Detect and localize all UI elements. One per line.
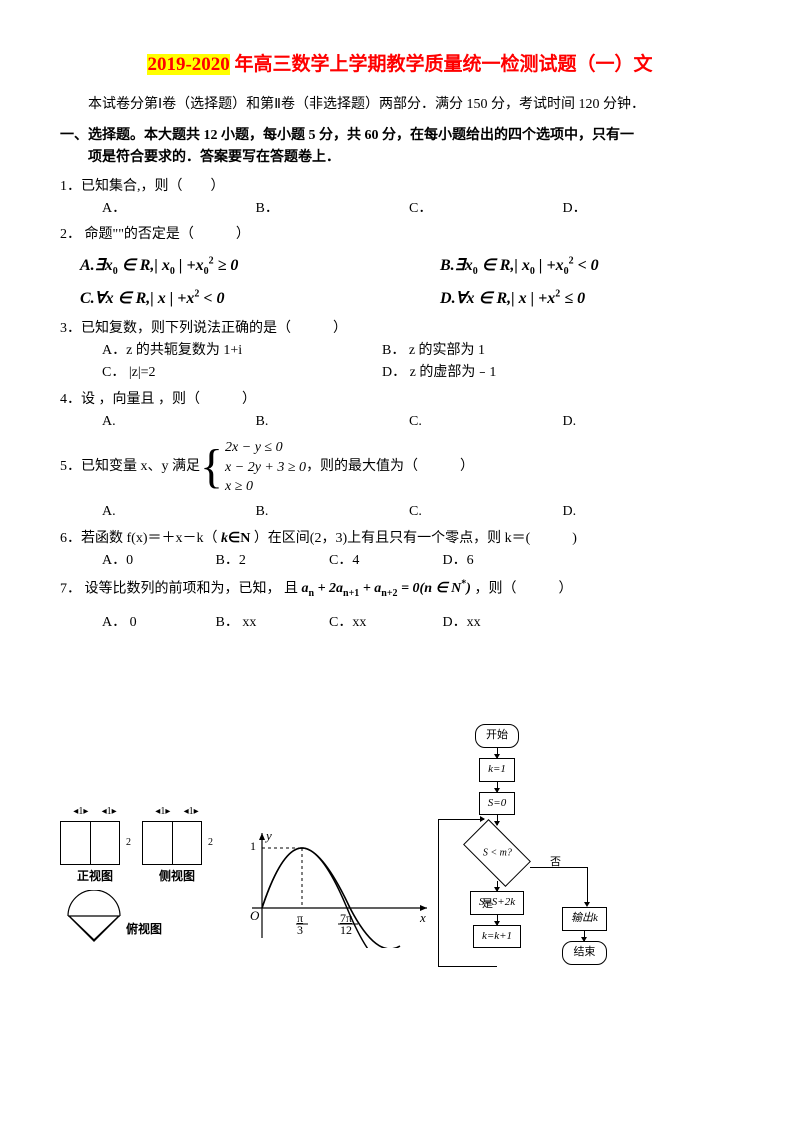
q7-opt-b: B． xx (216, 612, 326, 634)
flowchart: 开始 k=1 S=0 S < m? 是 S=S+2k k=k+1 否 输出k 结… (452, 724, 622, 948)
side-view: ◂1▸◂1▸ 2 侧视图 (142, 804, 212, 886)
question-6: 6．若函数 f(x)＝＋x－k（ k∈N ）在区间(2，3)上有且只有一个零点，… (60, 528, 740, 573)
svg-text:O: O (250, 908, 260, 923)
q4-opt-c: C. (409, 411, 559, 433)
q3-opt-b: B． z 的实部为 1 (382, 340, 582, 362)
q1-opt-b: B． (256, 198, 406, 220)
flow-end: 结束 (562, 941, 607, 965)
q1-opt-a: A． (102, 198, 252, 220)
side-label: 侧视图 (142, 867, 212, 886)
q7-math: an + 2an+1 + an+2 = 0(n ∈ N*) (302, 581, 471, 596)
q3-opt-c: C． |z|=2 (102, 362, 382, 384)
sine-graph: 1 y x O π 3 7π 12 (232, 828, 432, 948)
q6-opt-a: A．0 (102, 550, 212, 572)
q3-opt-d: D． z 的虚部为﹣1 (382, 362, 582, 384)
q7-options: A． 0 B． xx C．xx D．xx (60, 612, 740, 634)
q6-stem: 6．若函数 f(x)＝＋x－k（ k∈N ）在区间(2，3)上有且只有一个零点，… (60, 528, 740, 550)
q4-options: A. B. C. D. (60, 411, 740, 433)
q2-opt-d: D.∀x ∈ R,| x | +x2 ≤ 0 (440, 286, 740, 312)
flow-k1: k=1 (479, 758, 515, 782)
q2-opt-c: C.∀x ∈ R,| x | +x2 < 0 (80, 286, 380, 312)
q4-opt-d: D. (563, 411, 713, 433)
q1-stem: 1．已知集合,，则（ ） (60, 176, 740, 198)
flow-s2k: S=S+2k (470, 891, 524, 915)
dim-2: 2 (126, 835, 131, 851)
q4-opt-a: A. (102, 411, 252, 433)
figure-row: ◂1▸◂1▸ 2 正视图 ◂1▸◂1▸ 2 侧视图 俯视图 (60, 724, 740, 948)
section-1-line1: 一、选择题。本大题共 12 小题，每小题 5 分，共 60 分，在每小题给出的四… (60, 128, 634, 143)
q7-opt-c: C．xx (329, 612, 439, 634)
q2-opt-a: A.∃x0 ∈ R,| x0 | +x02 ≥ 0 (80, 253, 380, 280)
q4-opt-b: B. (256, 411, 406, 433)
svg-text:y: y (264, 828, 272, 843)
q1-options: A． B． C． D． (60, 198, 740, 220)
front-view: ◂1▸◂1▸ 2 正视图 (60, 804, 130, 886)
q4-stem: 4．设 ，向量且 ，则（ ） (60, 389, 740, 411)
top-label: 俯视图 (126, 920, 162, 939)
q2-row2: C.∀x ∈ R,| x | +x2 < 0 D.∀x ∈ R,| x | +x… (80, 286, 740, 312)
q1-opt-c: C． (409, 198, 559, 220)
q5-opt-c: C. (409, 501, 559, 523)
flow-cond: S < m? (463, 819, 531, 887)
title-highlight: 2019-2020 (147, 54, 229, 75)
svg-text:3: 3 (297, 923, 303, 937)
q2-stem: 2． 命题""的否定是（ ） (60, 224, 740, 246)
q5-line2: x − 2y + 3 ≥ 0 (225, 458, 306, 478)
section-1-header: 一、选择题。本大题共 12 小题，每小题 5 分，共 60 分，在每小题给出的四… (60, 125, 740, 170)
flow-no: 否 (550, 854, 561, 872)
q5-line3: x ≥ 0 (225, 477, 306, 497)
q6-opt-d: D．6 (443, 550, 553, 572)
svg-text:x: x (419, 910, 426, 925)
q5-opt-a: A. (102, 501, 252, 523)
q6-options: A．0 B．2 C．4 D．6 (60, 550, 740, 572)
svg-text:1: 1 (250, 839, 256, 853)
flow-yes: 是 (482, 896, 493, 914)
q3-stem: 3．已知复数，则下列说法正确的是（ ） (60, 318, 740, 340)
q5-options: A. B. C. D. (60, 501, 740, 523)
question-7: 7． 设等比数列的前项和为，已知， 且 an + 2an+1 + an+2 = … (60, 577, 740, 635)
q3-opt-a: A．z 的共轭复数为 1+i (102, 340, 382, 362)
flow-start: 开始 (475, 724, 519, 748)
q5-pre: 5．已知变量 x、y 满足 (60, 456, 200, 478)
q5-post: ，则的最大值为（ ） (306, 456, 474, 478)
intro-text: 本试卷分第Ⅰ卷（选择题）和第Ⅱ卷（非选择题）两部分．满分 150 分，考试时间 … (60, 94, 740, 116)
q7-opt-d: D．xx (443, 612, 553, 634)
q5-opt-b: B. (256, 501, 406, 523)
q5-brace: { 2x − y ≤ 0 x − 2y + 3 ≥ 0 x ≥ 0 (200, 437, 306, 497)
three-view-diagram: ◂1▸◂1▸ 2 正视图 ◂1▸◂1▸ 2 侧视图 俯视图 (60, 804, 212, 948)
section-1-line2: 项是符合要求的．答案要写在答题卷上． (60, 147, 740, 169)
q7-post: ，则（ ） (474, 581, 572, 596)
q3-options: A．z 的共轭复数为 1+i B． z 的实部为 1 C． |z|=2 D． z… (60, 340, 740, 385)
q2-opt-b: B.∃x0 ∈ R,| x0 | +x02 < 0 (440, 253, 740, 280)
q5-opt-d: D. (563, 501, 713, 523)
flow-out: 输出k (562, 907, 607, 931)
q7-opt-a: A． 0 (102, 612, 212, 634)
question-4: 4．设 ，向量且 ，则（ ） A. B. C. D. (60, 389, 740, 434)
front-label: 正视图 (60, 867, 130, 886)
page-title: 2019-2020 年高三数学上学期教学质量统一检测试题（一）文 (60, 50, 740, 80)
question-2: 2． 命题""的否定是（ ） A.∃x0 ∈ R,| x0 | +x02 ≥ 0… (60, 224, 740, 311)
question-1: 1．已知集合,，则（ ） A． B． C． D． (60, 176, 740, 221)
title-rest: 年高三数学上学期教学质量统一检测试题（一）文 (230, 54, 653, 75)
q2-row1: A.∃x0 ∈ R,| x0 | +x02 ≥ 0 B.∃x0 ∈ R,| x0… (80, 253, 740, 280)
top-view: 俯视图 (60, 890, 212, 948)
question-5: 5．已知变量 x、y 满足 { 2x − y ≤ 0 x − 2y + 3 ≥ … (60, 437, 740, 497)
flow-s0: S=0 (479, 792, 515, 816)
q5-line1: 2x − y ≤ 0 (225, 438, 306, 458)
flow-kpp: k=k+1 (473, 925, 521, 949)
q7-pre: 7． 设等比数列的前项和为，已知， 且 (60, 581, 302, 596)
dim-2b: 2 (208, 835, 213, 851)
q6-opt-b: B．2 (216, 550, 326, 572)
q6-opt-c: C．4 (329, 550, 439, 572)
q7-stem: 7． 设等比数列的前项和为，已知， 且 an + 2an+1 + an+2 = … (60, 577, 740, 602)
q1-opt-d: D． (563, 198, 713, 220)
svg-text:12: 12 (340, 923, 352, 937)
question-3: 3．已知复数，则下列说法正确的是（ ） A．z 的共轭复数为 1+i B． z … (60, 318, 740, 385)
